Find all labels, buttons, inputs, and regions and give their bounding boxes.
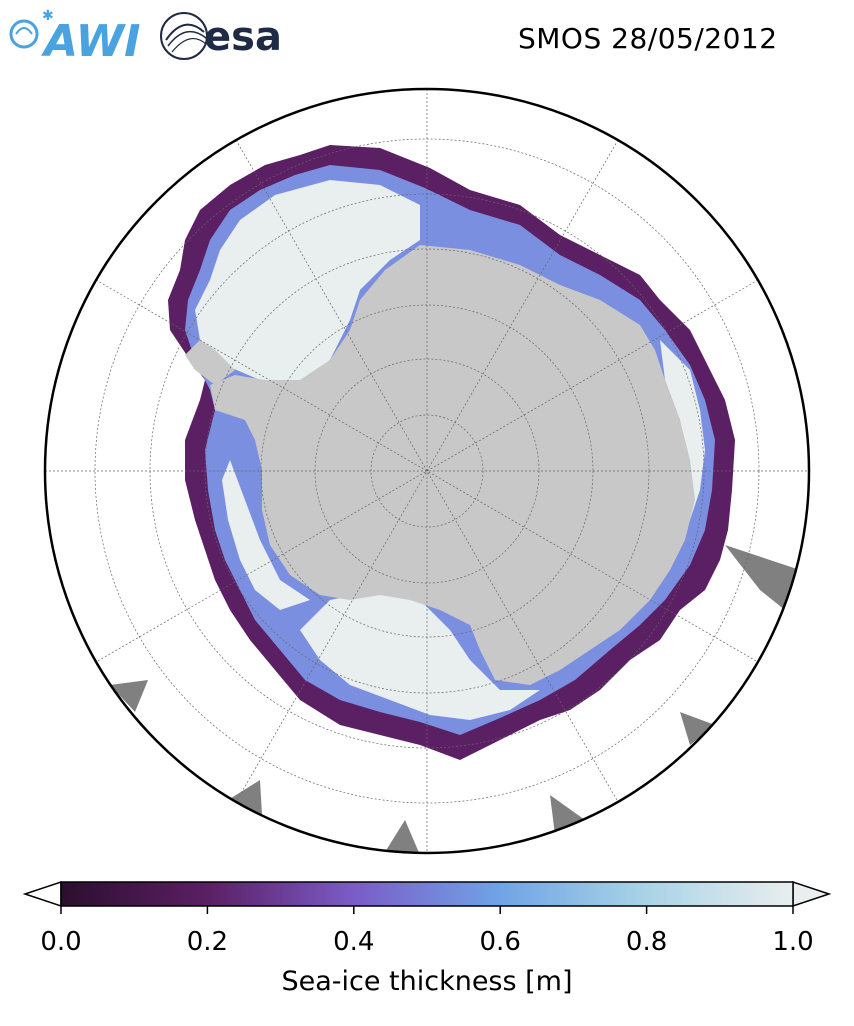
- no-data-region: [385, 820, 420, 853]
- map-boundary: [43, 87, 811, 855]
- colorbar-tick-label: 0.2: [187, 927, 228, 957]
- sea-ice-thick-area: [195, 180, 420, 385]
- esa-logo-text: esa: [204, 14, 282, 60]
- no-data-region: [680, 712, 715, 745]
- colorbar-tick-label: 0.8: [626, 927, 667, 957]
- colorbar-tick-label: 1.0: [772, 927, 813, 957]
- sea-ice-thick-area: [222, 460, 310, 610]
- antarctic-peninsula: [185, 340, 235, 385]
- colorbar-extend-high: [792, 880, 832, 908]
- esa-logo: esa: [160, 10, 310, 66]
- no-data-region: [228, 780, 262, 815]
- colorbar-extend-low: [22, 880, 62, 908]
- no-data-region: [550, 795, 585, 835]
- awi-logo: ✱ AWI: [8, 8, 148, 67]
- colorbar-tick-label: 0.6: [480, 927, 521, 957]
- colorbar-label: Sea-ice thickness [m]: [281, 966, 573, 997]
- no-data-region: [725, 545, 800, 610]
- awi-logo-text: AWI: [41, 16, 141, 60]
- no-data-region: [110, 680, 148, 712]
- antarctica-land: [210, 245, 695, 685]
- colorbar-tick-label: 0.4: [333, 927, 374, 957]
- colorbar: 0.0 0.2 0.4 0.6 0.8 1.0: [22, 880, 832, 957]
- colorbar-tick-label: 0.0: [40, 927, 81, 957]
- svg-text:✱: ✱: [42, 8, 54, 24]
- graticule: [45, 89, 809, 853]
- colorbar-gradient: [60, 881, 794, 907]
- map-title: SMOS 28/05/2012: [518, 22, 778, 55]
